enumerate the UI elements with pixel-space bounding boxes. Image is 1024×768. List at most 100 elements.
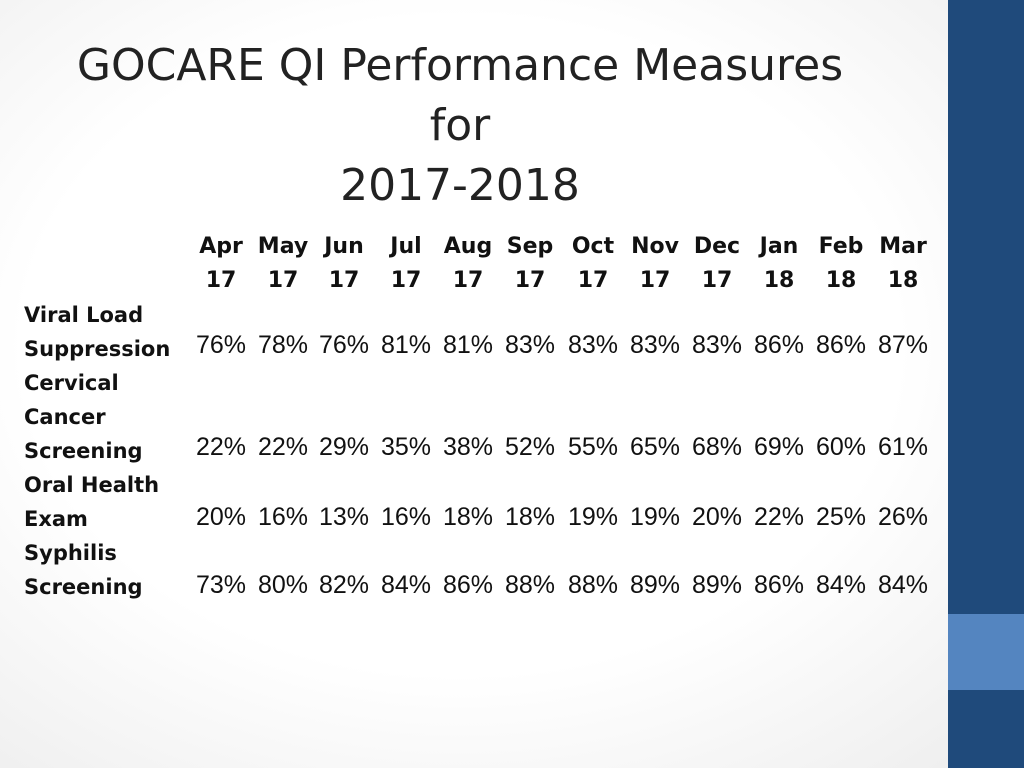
table-cell: 78% — [257, 331, 309, 359]
column-header-5: Sep 17 — [497, 230, 563, 298]
column-header-month: Apr — [199, 234, 243, 259]
table-cell: 80% — [257, 571, 309, 599]
column-header-10: Feb 18 — [808, 230, 874, 298]
table-cell: 88% — [567, 571, 619, 599]
column-header-3: Jul 17 — [373, 230, 439, 298]
table-cell: 61% — [877, 433, 929, 461]
table-cell: 86% — [815, 331, 867, 359]
column-header-month: Dec — [693, 234, 741, 259]
column-header-month: Nov — [631, 234, 679, 259]
table-cell: 19% — [567, 503, 619, 531]
column-header-year: 18 — [887, 268, 919, 293]
sidebar-accent-block — [948, 614, 1024, 690]
table-cell: 89% — [629, 571, 681, 599]
column-header-7: Nov 17 — [622, 230, 688, 298]
table-cell: 86% — [753, 331, 805, 359]
page-title: GOCARE QI Performance Measures for 2017-… — [40, 36, 880, 216]
column-header-year: 17 — [639, 268, 671, 293]
column-header-year: 17 — [328, 268, 360, 293]
row-label-line: Cancer — [24, 405, 106, 429]
column-header-month: Jun — [324, 234, 364, 259]
row-label-line: Suppression — [24, 337, 171, 361]
column-header-9: Jan 18 — [746, 230, 812, 298]
table-cell: 86% — [753, 571, 805, 599]
column-header-1: May 17 — [250, 230, 316, 298]
table-cell: 16% — [380, 503, 432, 531]
table-cell: 20% — [195, 503, 247, 531]
column-header-month: Mar — [879, 234, 927, 259]
table-cell: 73% — [195, 571, 247, 599]
column-header-0: Apr 17 — [188, 230, 254, 298]
column-header-year: 17 — [205, 268, 237, 293]
column-header-month: Aug — [443, 234, 493, 259]
row-label-line: Oral Health — [24, 473, 160, 497]
column-header-year: 17 — [452, 268, 484, 293]
column-header-month: Jul — [390, 234, 422, 259]
table-cell: 55% — [567, 433, 619, 461]
column-header-year: 17 — [267, 268, 299, 293]
row-label-line: Exam — [24, 507, 88, 531]
table-cell: 13% — [318, 503, 370, 531]
table-cell: 82% — [318, 571, 370, 599]
table-cell: 84% — [380, 571, 432, 599]
table-cell: 19% — [629, 503, 681, 531]
row-label-2: Oral Health Exam — [24, 468, 194, 536]
row-label-line: Cervical — [24, 371, 119, 395]
table-cell: 83% — [567, 331, 619, 359]
column-header-year: 17 — [577, 268, 609, 293]
table-cell: 22% — [753, 503, 805, 531]
table-cell: 83% — [691, 331, 743, 359]
column-header-month: Feb — [818, 234, 864, 259]
table-cell: 86% — [442, 571, 494, 599]
table-cell: 81% — [380, 331, 432, 359]
table-cell: 22% — [257, 433, 309, 461]
column-header-8: Dec 17 — [684, 230, 750, 298]
table-cell: 60% — [815, 433, 867, 461]
table-cell: 87% — [877, 331, 929, 359]
table-cell: 76% — [195, 331, 247, 359]
column-header-month: May — [257, 234, 309, 259]
table-cell: 76% — [318, 331, 370, 359]
column-header-month: Oct — [571, 234, 615, 259]
row-label-0: Viral Load Suppression — [24, 298, 194, 366]
title-line-1: GOCARE QI Performance Measures for — [76, 40, 844, 151]
table-cell: 20% — [691, 503, 743, 531]
row-label-line: Viral Load — [24, 303, 144, 327]
table-cell: 81% — [442, 331, 494, 359]
column-header-year: 17 — [514, 268, 546, 293]
table-cell: 26% — [877, 503, 929, 531]
column-header-2: Jun 17 — [311, 230, 377, 298]
table-cell: 18% — [504, 503, 556, 531]
table-cell: 22% — [195, 433, 247, 461]
table-cell: 84% — [815, 571, 867, 599]
table-cell: 52% — [504, 433, 556, 461]
column-header-month: Sep — [506, 234, 554, 259]
column-header-month: Jan — [759, 234, 799, 259]
table-cell: 83% — [504, 331, 556, 359]
table-cell: 68% — [691, 433, 743, 461]
table-cell: 65% — [629, 433, 681, 461]
column-header-year: 18 — [825, 268, 857, 293]
row-label-1: Cervical Cancer Screening — [24, 366, 194, 468]
table-cell: 35% — [380, 433, 432, 461]
row-label-line: Screening — [24, 439, 143, 463]
table-cell: 89% — [691, 571, 743, 599]
row-label-line: Screening — [24, 575, 143, 599]
column-header-6: Oct 17 — [560, 230, 626, 298]
table-cell: 29% — [318, 433, 370, 461]
table-cell: 18% — [442, 503, 494, 531]
column-header-4: Aug 17 — [435, 230, 501, 298]
column-header-year: 18 — [763, 268, 795, 293]
table-cell: 69% — [753, 433, 805, 461]
table-cell: 88% — [504, 571, 556, 599]
column-header-year: 17 — [701, 268, 733, 293]
column-header-11: Mar 18 — [870, 230, 936, 298]
table-cell: 38% — [442, 433, 494, 461]
table-cell: 84% — [877, 571, 929, 599]
row-label-3: Syphilis Screening — [24, 536, 194, 604]
title-line-2: 2017-2018 — [340, 160, 580, 211]
table-cell: 16% — [257, 503, 309, 531]
row-label-line: Syphilis — [24, 541, 117, 565]
table-cell: 25% — [815, 503, 867, 531]
column-header-year: 17 — [390, 268, 422, 293]
